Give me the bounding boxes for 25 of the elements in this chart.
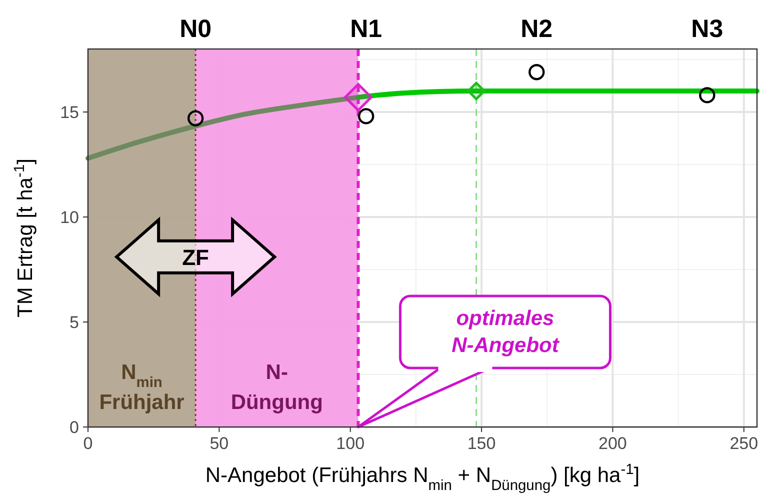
x-tick-label: 150 [467,434,496,453]
text: N3 [691,15,724,43]
x-tick-label: 200 [598,434,627,453]
y-tick-label: 5 [70,313,79,332]
point [358,108,374,124]
x-tick-label: 250 [730,434,758,453]
band-label: N- Düngung [230,361,323,414]
text: N0 [180,15,212,43]
point [699,87,716,104]
point [528,64,545,80]
annotation: ZF [182,244,210,270]
y-tick-label: 15 [60,103,79,122]
x-tick-label: 0 [83,434,93,453]
x-tick-label: 50 [210,434,229,453]
text: N2 [520,15,553,43]
annotation: optimales N-Angebot [452,307,560,357]
y-tick-label: 10 [60,208,79,227]
text: N1 [350,15,382,43]
band-label: N$_{min}$ Frühjahr [99,361,184,414]
point [467,82,486,100]
point [187,110,204,126]
x-axis-title: N-Angebot (Frühjahrs N$_{min}$ + N$_{Düngung}$) [kg ha$^{-1}$] [205,462,640,494]
point [344,83,372,112]
x-tick-label: 100 [336,434,365,453]
y-tick-label: 0 [70,418,79,437]
